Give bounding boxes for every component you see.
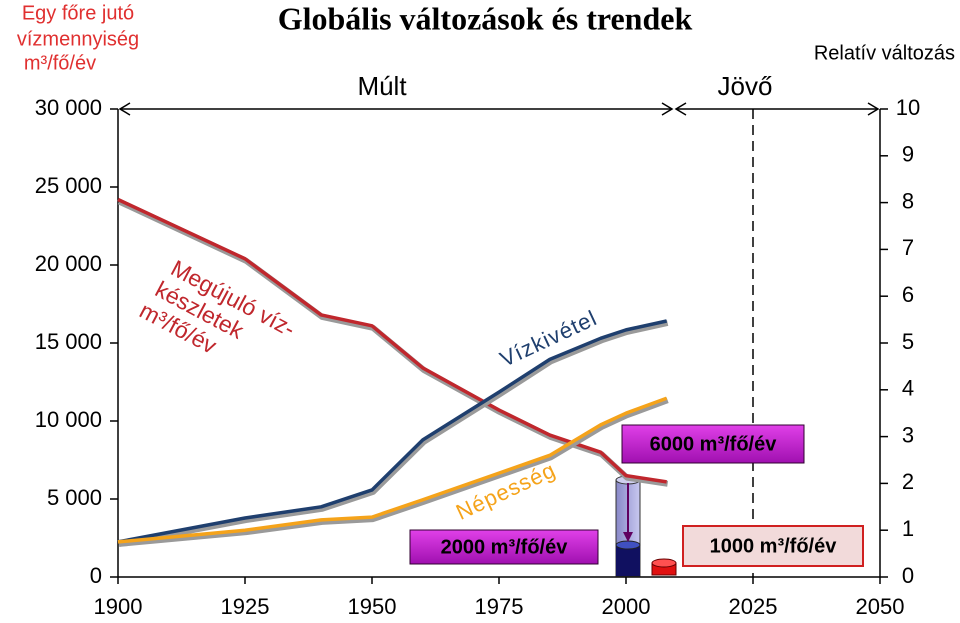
y-tick-label: 10 000	[35, 407, 102, 432]
y2-tick-label: 0	[902, 563, 914, 588]
annotation-box	[621, 424, 805, 464]
y2-tick-label: 7	[902, 235, 914, 260]
x-tick-label: 1950	[348, 594, 397, 619]
x-tick-label: 2000	[602, 594, 651, 619]
x-tick-label: 1975	[475, 594, 524, 619]
x-tick-label: 1900	[94, 594, 143, 619]
period-arrows	[118, 102, 880, 116]
chart-title: Globális változások és trendek	[278, 0, 693, 36]
series-line	[117, 319, 668, 544]
y-tick-label: 25 000	[35, 173, 102, 198]
cylinders	[615, 475, 677, 577]
y-title-line: Egy főre jutó	[22, 2, 134, 24]
y2-tick-label: 3	[902, 422, 914, 447]
y2-tick-label: 2	[902, 469, 914, 494]
y-tick-label: 30 000	[35, 95, 102, 120]
y2-tick-label: 9	[902, 142, 914, 167]
y-tick-label: 5 000	[47, 485, 102, 510]
series-shadow	[118, 320, 669, 547]
series-shadow	[118, 397, 669, 547]
future-label: Jövő	[718, 71, 773, 101]
series-name: Megújuló víz-készletekm³/fő/év	[135, 251, 299, 388]
y2-tick-label: 8	[902, 188, 914, 213]
y2-tick-label: 5	[902, 329, 914, 354]
x-tick-label: 2050	[856, 594, 905, 619]
y-axis-title: Egy főre jutó vízmennyiség m³/fő/év	[17, 2, 139, 74]
y2-tick-label: 4	[902, 376, 914, 401]
y-title-line: m³/fő/év	[24, 52, 96, 74]
past-label: Múlt	[357, 71, 407, 101]
annotation-box	[682, 525, 864, 567]
y2-tick-label: 10	[896, 95, 920, 120]
series-line	[117, 396, 668, 544]
annotation-text: 1000 m³/fő/év	[710, 535, 838, 557]
annotation-box	[409, 529, 599, 565]
series-line	[117, 197, 667, 484]
x-tick-label: 1925	[221, 594, 270, 619]
y2-tick-label: 1	[902, 516, 914, 541]
y-title-line: vízmennyiség	[17, 28, 139, 50]
annotation-text: 6000 m³/fő/év	[650, 433, 778, 455]
series-name: Népesség	[452, 457, 560, 525]
y-tick-label: 0	[90, 563, 102, 588]
y-tick-label: 15 000	[35, 329, 102, 354]
annotation-text: 2000 m³/fő/év	[441, 536, 569, 558]
y2-axis-title: Relatív változás	[814, 42, 955, 64]
x-tick-label: 2025	[729, 594, 778, 619]
y2-tick-label: 6	[902, 282, 914, 307]
y-tick-label: 20 000	[35, 251, 102, 276]
